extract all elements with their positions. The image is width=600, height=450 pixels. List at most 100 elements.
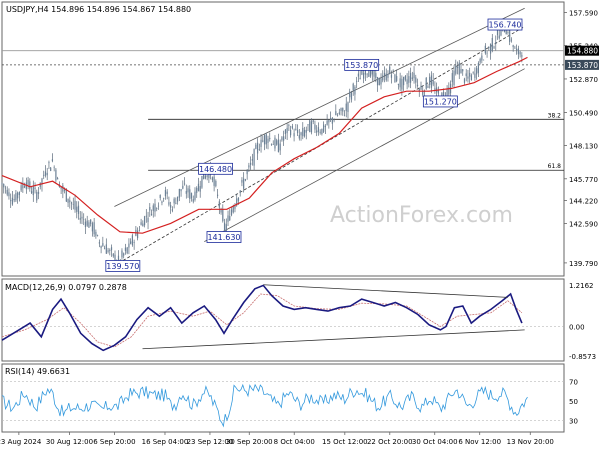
candle-body	[463, 78, 466, 83]
candle-body	[296, 129, 299, 134]
candle-body	[244, 179, 247, 181]
candle-body	[117, 255, 120, 261]
candle-body	[149, 207, 151, 211]
x-axis-label: 22 Oct 20:00	[367, 438, 413, 446]
candle-body	[488, 46, 490, 49]
candle-body	[413, 72, 415, 79]
price-axis-label: 144.220	[569, 198, 598, 206]
candle-body	[24, 185, 26, 188]
candle-body	[178, 188, 180, 198]
candle-body	[425, 77, 427, 89]
candle-body	[321, 128, 323, 135]
candle-body	[147, 217, 149, 223]
candle-body	[110, 247, 113, 251]
candle-body	[512, 45, 514, 48]
candle-body	[383, 72, 386, 76]
candle-body	[307, 124, 309, 126]
candle-body	[41, 178, 43, 185]
candle-body	[250, 162, 252, 165]
candle-body	[373, 70, 375, 77]
candle-body	[458, 62, 460, 75]
candle-body	[267, 138, 269, 143]
candle-body	[230, 209, 233, 216]
price-annotation-label: 156.740	[488, 21, 521, 30]
candle-body	[333, 119, 335, 121]
candle-body	[37, 191, 40, 194]
candle-body	[223, 222, 226, 233]
candle-body	[65, 188, 67, 202]
candle-body	[416, 84, 419, 87]
candle-body	[17, 192, 19, 199]
candle-body	[130, 241, 132, 244]
candle-body	[303, 129, 306, 137]
candle-body	[361, 70, 363, 75]
macd-line	[1, 284, 523, 352]
macd-axis-label: 1.2162	[569, 282, 594, 290]
candle-body	[437, 89, 439, 94]
candle-body	[216, 194, 219, 196]
candle-body	[385, 73, 387, 81]
candle-body	[102, 243, 104, 247]
candle-body	[263, 135, 266, 145]
candle-body	[114, 254, 116, 265]
candle-body	[241, 179, 243, 183]
candle-body	[498, 35, 500, 39]
candle-body	[470, 75, 473, 81]
candle-body	[194, 191, 196, 200]
candle-body	[220, 210, 222, 213]
candle-body	[427, 86, 429, 88]
candle-body	[472, 72, 474, 73]
candle-body	[276, 140, 278, 145]
candle-body	[8, 192, 10, 197]
x-axis-label: 8 Oct 04:00	[274, 438, 315, 446]
candle-body	[262, 140, 264, 142]
candle-body	[389, 66, 391, 74]
price-annotation-label: 153.870	[345, 61, 378, 70]
candle-body	[232, 206, 234, 213]
price-annotation-label: 146.480	[199, 165, 232, 174]
candle-body	[27, 179, 29, 186]
candle-body	[83, 219, 85, 221]
candle-body	[4, 187, 7, 189]
candle-body	[496, 29, 499, 36]
candle-body	[215, 181, 217, 187]
candle-body	[206, 175, 208, 177]
price-annotation-box	[105, 260, 141, 272]
candle-body	[340, 108, 342, 111]
candle-body	[55, 169, 57, 181]
candle-body	[403, 76, 405, 86]
candle-body	[519, 51, 521, 55]
candle-body	[453, 70, 455, 86]
rsi-panel	[1, 363, 565, 433]
candle-body	[6, 189, 8, 195]
candle-body	[469, 72, 471, 77]
candle-body	[279, 143, 281, 151]
candle-body	[343, 114, 346, 116]
candle-body	[166, 191, 168, 195]
candle-body	[46, 172, 48, 176]
candle-body	[330, 117, 332, 120]
candle-body	[290, 129, 292, 136]
level-tag-label: 153.870	[567, 61, 598, 70]
price-axis-label: 148.130	[569, 143, 598, 151]
candle-body	[484, 45, 486, 54]
candle-body	[399, 78, 401, 88]
current-price-tag	[565, 45, 599, 56]
channel-lower	[204, 68, 525, 243]
candle-body	[62, 185, 64, 192]
candle-body	[171, 209, 173, 211]
candle-body	[448, 87, 450, 95]
candle-body	[376, 77, 379, 86]
candle-body	[180, 189, 182, 192]
candle-body	[281, 137, 283, 141]
candle-body	[3, 183, 5, 188]
candle-body	[11, 197, 14, 205]
candle-body	[69, 200, 71, 203]
price-annotation-box	[206, 231, 242, 243]
candle-body	[30, 191, 33, 194]
candle-body	[284, 129, 286, 134]
candle-body	[208, 172, 210, 179]
candle-body	[302, 127, 304, 137]
price-axis-label: 139.790	[569, 260, 598, 268]
candle-body	[418, 88, 420, 92]
